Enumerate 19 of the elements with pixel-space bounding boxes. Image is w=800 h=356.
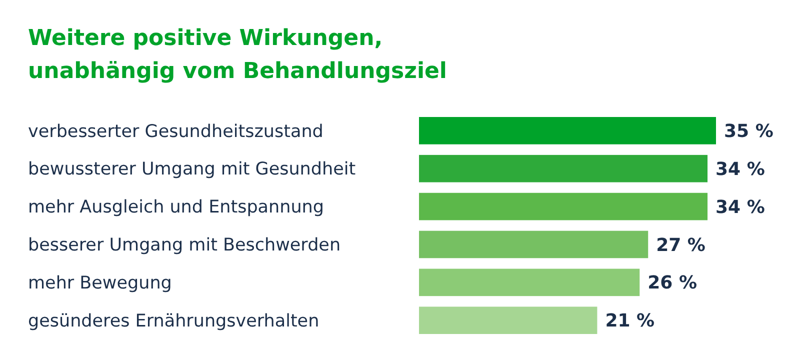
y-tick-label: mehr Bewegung [28, 274, 172, 294]
text: Weitere positive Wirkungen, unabhängig vom Behandlungsziel [28, 26, 447, 84]
data-label: 34 % [716, 158, 765, 180]
bar [419, 306, 598, 334]
bar [419, 154, 708, 182]
y-tick-label: gesünderes Ernährungsverhalten [28, 311, 320, 332]
data-label: 26 % [648, 272, 697, 294]
bar [419, 192, 708, 220]
y-tick-label: mehr Ausgleich und Entspannung [28, 198, 324, 218]
data-label: 21 % [605, 310, 655, 332]
bar [419, 268, 640, 296]
data-label: 35 % [724, 120, 774, 142]
y-tick-label: besserer Umgang mit Beschwerden [28, 236, 341, 256]
y-tick-label: verbesserter Gesundheitszustand [28, 122, 324, 142]
y-tick-label: bewussterer Umgang mit Gesundheit [28, 160, 356, 180]
data-label: 27 % [656, 234, 706, 256]
bar [419, 117, 716, 144]
data-label: 34 % [716, 196, 765, 218]
bar [419, 230, 648, 258]
